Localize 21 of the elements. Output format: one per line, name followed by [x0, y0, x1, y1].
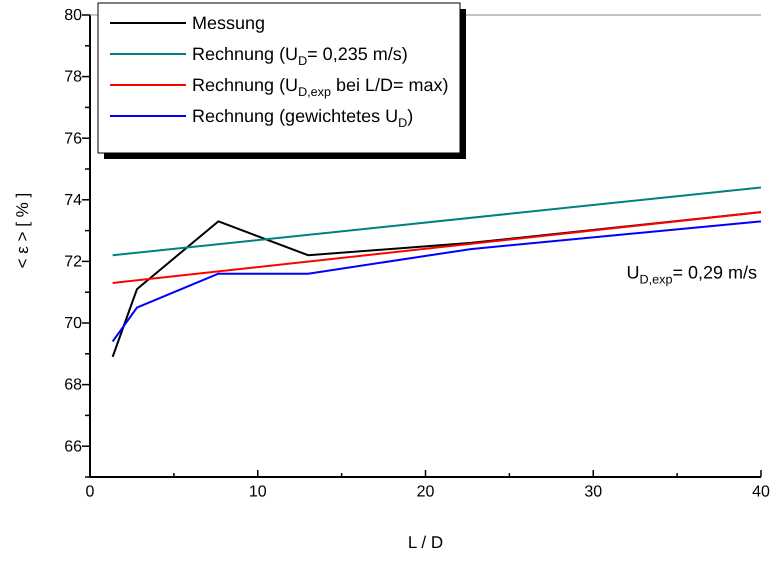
legend-label: Rechnung (U$_{D}$= 0,235 m/s) — [192, 44, 408, 68]
y-axis-title: < ε > [ % ] — [13, 192, 32, 268]
y-tick-label: 74 — [64, 192, 82, 209]
y-tick-label: 76 — [64, 130, 82, 148]
y-tick-label: 66 — [64, 438, 82, 456]
y-tick-label: 72 — [64, 254, 82, 271]
annotation: U$_{D,exp}$= 0,29 m/s — [626, 262, 757, 286]
legend-label: Rechnung (gewichtetes U$_{D}$) — [192, 106, 414, 130]
x-tick-label: 20 — [416, 483, 434, 500]
x-tick-label: 30 — [584, 483, 602, 500]
y-tick-label: 68 — [64, 376, 82, 394]
legend-label: Messung — [192, 13, 266, 33]
x-tick-label: 0 — [86, 483, 95, 500]
x-tick-label: 10 — [248, 483, 267, 500]
y-tick-label: 80 — [64, 7, 82, 24]
legend-label: Rechnung (U$_{D,exp}$ bei L/D= max) — [192, 75, 449, 99]
y-tick-label: 70 — [64, 315, 82, 332]
y-tick-label: 78 — [64, 68, 82, 86]
x-tick-label: 40 — [752, 483, 770, 500]
x-axis-title: L / D — [408, 533, 444, 552]
line-series — [112, 220, 762, 342]
